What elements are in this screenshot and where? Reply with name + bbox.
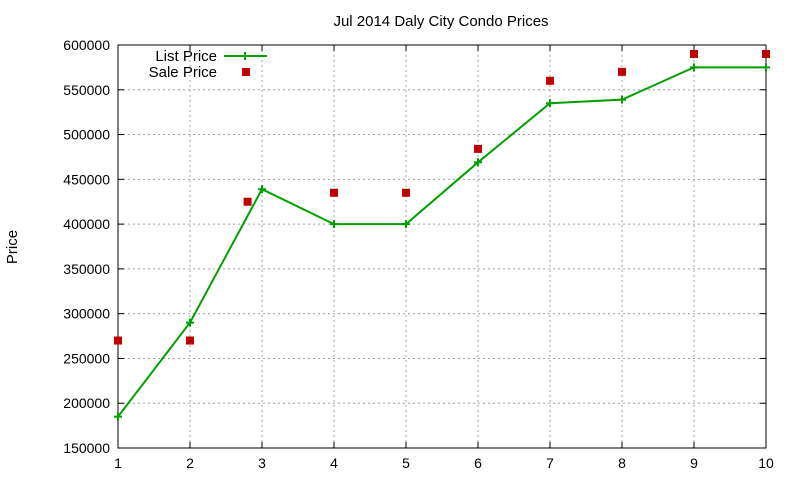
x-tick-label: 3	[258, 455, 266, 471]
legend-label-sale-price: Sale Price	[149, 64, 217, 81]
data-point-list-price	[690, 63, 698, 72]
y-tick-label: 450000	[63, 171, 110, 187]
y-tick-label: 350000	[63, 261, 110, 277]
data-point-list-price	[474, 158, 482, 167]
x-tick-label: 7	[546, 455, 554, 471]
axis-ticks	[117, 44, 767, 449]
series	[114, 49, 770, 421]
data-point-list-price	[618, 95, 626, 104]
x-tick-label: 9	[690, 455, 698, 471]
plot-area-border	[117, 44, 767, 449]
data-point-sale-price	[243, 197, 252, 206]
data-point-sale-price	[186, 336, 194, 345]
y-axis-label: Price	[4, 230, 21, 264]
tick-labels: 1 2 3 4 5 6 7 8 9 10 150000 200000 250000 300000 35000…	[63, 37, 774, 471]
data-point-sale-price	[114, 336, 122, 345]
data-point-list-price	[402, 220, 410, 229]
legend-marker-sale-price	[242, 68, 250, 76]
legend-marker-list-price	[241, 52, 249, 60]
series-line-list-price	[117, 66, 766, 418]
grid	[118, 45, 766, 448]
y-tick-label: 300000	[63, 306, 110, 322]
data-point-sale-price	[762, 49, 770, 58]
data-point-list-price	[258, 185, 266, 194]
y-tick-label: 400000	[63, 216, 110, 232]
y-tick-label: 500000	[63, 127, 110, 143]
x-tick-label: 8	[618, 455, 626, 471]
data-point-sale-price	[330, 188, 338, 197]
x-tick-label: 4	[330, 455, 338, 471]
data-point-sale-price	[546, 76, 554, 85]
x-tick-label: 6	[474, 455, 482, 471]
x-tick-label: 2	[186, 455, 194, 471]
data-point-sale-price	[690, 49, 698, 58]
data-point-list-price	[762, 63, 770, 72]
legend-label-list-price: List Price	[155, 48, 217, 65]
y-tick-label: 150000	[63, 440, 110, 456]
data-point-sale-price	[402, 188, 410, 197]
data-point-list-price	[546, 99, 554, 108]
x-tick-label: 1	[114, 455, 122, 471]
x-tick-label: 5	[402, 455, 410, 471]
data-point-sale-price	[474, 144, 482, 153]
data-point-list-price	[330, 220, 338, 229]
chart-title: Jul 2014 Daly City Condo Prices	[333, 13, 548, 30]
y-tick-label: 250000	[63, 350, 110, 366]
y-tick-label: 200000	[63, 395, 110, 411]
data-point-sale-price	[618, 67, 626, 76]
y-tick-label: 550000	[63, 82, 110, 98]
data-point-list-price	[114, 412, 122, 421]
data-point-list-price	[186, 318, 194, 327]
legend: List Price Sale Price	[149, 48, 267, 81]
y-tick-label: 600000	[63, 37, 110, 53]
x-tick-label: 10	[758, 455, 774, 471]
